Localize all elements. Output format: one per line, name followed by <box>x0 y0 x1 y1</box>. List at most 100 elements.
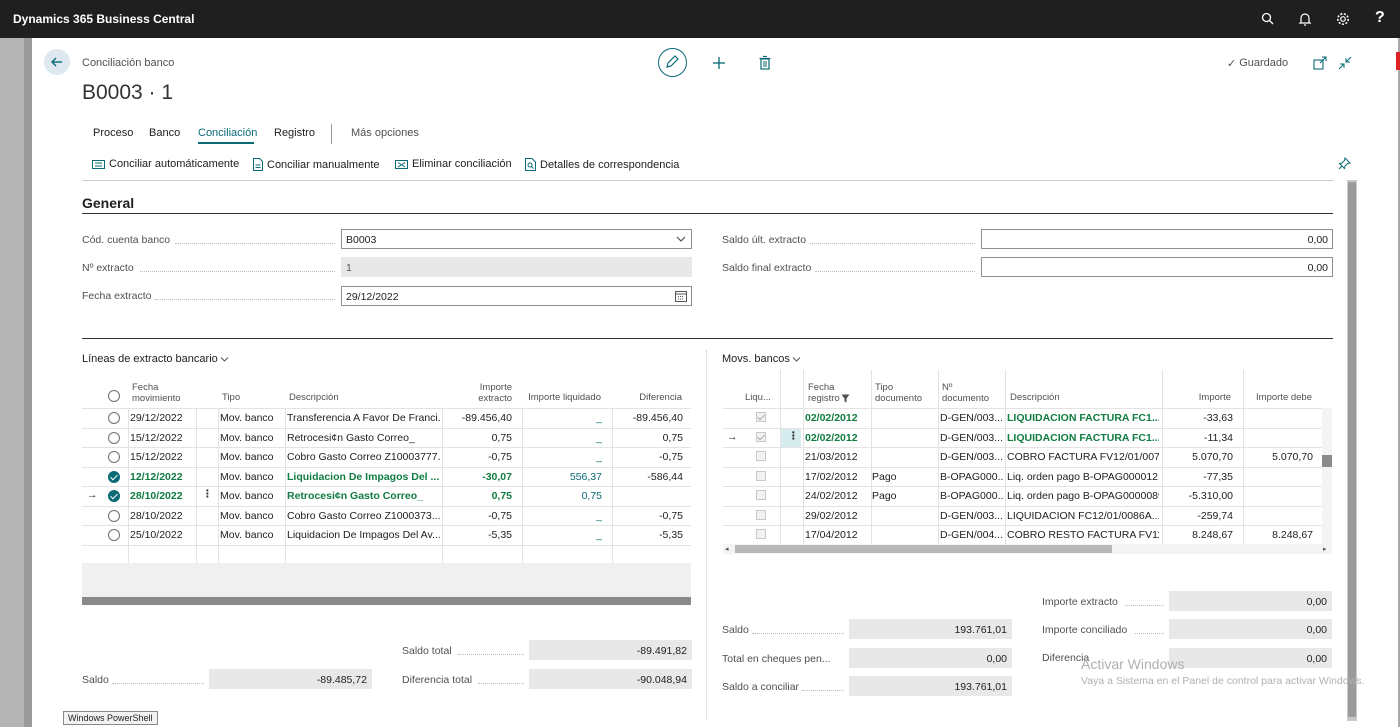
cell-n-documento[interactable]: D-GEN/003... <box>940 451 1004 463</box>
cell-descripcion[interactable]: COBRO FACTURA FV12/01/007 <box>1007 451 1159 463</box>
col-header-fecha[interactable]: Fecha movimiento <box>132 382 181 404</box>
row-liquidado-checkbox[interactable] <box>756 529 766 539</box>
col-header-descripcion-movs[interactable]: Descripción <box>1010 392 1060 403</box>
table-row[interactable]: 29/12/2022 Mov. banco Transferencia A Favo… <box>82 408 691 428</box>
cell-fecha[interactable]: 12/12/2022 <box>130 470 183 483</box>
cell-importe-extracto[interactable]: -0,75 <box>488 509 512 522</box>
search-icon[interactable] <box>1260 11 1276 27</box>
cell-tipo[interactable]: Mov. banco <box>220 431 274 444</box>
col-header-liquidado[interactable]: Liqu... <box>745 392 771 403</box>
row-select-radio[interactable] <box>108 451 120 463</box>
row-context-menu-icon[interactable]: ⋮ <box>202 488 213 500</box>
cell-importe-liquidado[interactable]: 556,37 <box>569 470 602 483</box>
cell-n-documento[interactable]: B-OPAG000... <box>940 470 1004 483</box>
cell-tipo[interactable]: Mov. banco <box>220 529 274 541</box>
col-header-tipo[interactable]: Tipo <box>222 392 241 403</box>
row-liquidado-checkbox[interactable] <box>756 412 766 422</box>
cell-descripcion[interactable]: Liq. orden pago B-OPAG0000121 <box>1007 470 1159 483</box>
col-header-descripcion[interactable]: Descripción <box>289 392 339 403</box>
select-all-lines-radio[interactable] <box>108 390 120 402</box>
cell-descripcion[interactable]: Liquidacion De Impagos Del Av... <box>287 529 440 541</box>
cell-diferencia[interactable]: -5,35 <box>659 529 683 541</box>
movs-horizontal-scroll-thumb[interactable] <box>735 545 1112 553</box>
cell-fecha-registro[interactable]: 21/03/2012 <box>805 451 858 463</box>
col-header-n-documento[interactable]: Nº documento <box>942 382 990 404</box>
page-vertical-scrollbar[interactable] <box>1347 180 1357 721</box>
saldo-final-extracto-input[interactable]: 0,00 <box>981 257 1333 277</box>
tab-registro[interactable]: Registro <box>274 127 315 139</box>
table-row[interactable]: → ⋮ 02/02/2012 D-GEN/003... LIQUIDACION FACT… <box>723 428 1322 448</box>
detalles-correspondencia-button[interactable]: Detalles de correspondencia <box>525 158 679 171</box>
scroll-right-arrow-icon[interactable]: ▸ <box>1323 546 1327 553</box>
table-row[interactable]: → 28/10/2022 ⋮ Mov. banco Retrocesi¢n Gasto … <box>82 486 691 506</box>
col-header-importe-extracto[interactable]: Importe extracto <box>478 382 512 404</box>
col-header-diferencia[interactable]: Diferencia <box>639 392 682 403</box>
table-row[interactable]: 21/03/2012 D-GEN/003... COBRO FACTURA FV12… <box>723 447 1322 467</box>
cell-importe-liquidado[interactable]: _ <box>596 529 602 541</box>
bell-icon[interactable] <box>1297 11 1313 27</box>
movs-horizontal-scrollbar[interactable]: ◂ ▸ <box>723 544 1332 554</box>
cell-tipo[interactable]: Mov. banco <box>220 470 274 483</box>
tab-proceso[interactable]: Proceso <box>93 127 134 139</box>
cell-importe[interactable]: 5.070,70 <box>1192 451 1233 463</box>
part-splitter[interactable] <box>706 350 707 720</box>
cell-importe-liquidado[interactable]: _ <box>596 451 602 463</box>
eliminar-conciliacion-button[interactable]: Eliminar conciliación <box>395 158 512 170</box>
row-select-radio[interactable] <box>108 470 120 483</box>
cuenta-banco-select[interactable]: B0003 <box>341 229 692 249</box>
cell-diferencia[interactable]: -0,75 <box>659 509 683 522</box>
row-liquidado-checkbox[interactable] <box>756 509 766 520</box>
row-liquidado-checkbox[interactable] <box>756 431 766 442</box>
filter-icon[interactable] <box>841 394 850 403</box>
conciliar-manualmente-button[interactable]: Conciliar manualmente <box>253 158 380 171</box>
cell-fecha-registro[interactable]: 24/02/2012 <box>805 490 858 502</box>
cell-fecha-registro[interactable]: 29/02/2012 <box>805 509 858 522</box>
table-row[interactable]: 17/04/2012 D-GEN/004... COBRO RESTO FACTUR… <box>723 525 1322 545</box>
row-select-radio[interactable] <box>108 412 120 424</box>
col-header-fecha-registro[interactable]: Fecha registro <box>808 382 840 404</box>
cell-descripcion[interactable]: Retrocesi¢n Gasto Correo_ <box>287 431 415 444</box>
cell-importe-extracto[interactable]: -30,07 <box>482 470 512 483</box>
cell-importe[interactable]: -259,74 <box>1197 509 1233 522</box>
cell-tipo[interactable]: Mov. banco <box>220 490 274 502</box>
calendar-icon[interactable] <box>675 290 687 302</box>
cell-n-documento[interactable]: D-GEN/003... <box>940 509 1004 522</box>
cell-descripcion[interactable]: LIQUIDACION FACTURA FC1... <box>1007 431 1159 444</box>
cell-descripcion[interactable]: Transferencia A Favor De Franci... <box>287 412 440 424</box>
row-select-radio[interactable] <box>108 529 120 541</box>
col-header-importe-liquidado[interactable]: Importe liquidado <box>528 392 601 403</box>
table-row[interactable]: 25/10/2022 Mov. banco Liquidacion De Impag… <box>82 525 691 545</box>
table-row[interactable]: 15/12/2022 Mov. banco Cobro Gasto Correo Z… <box>82 447 691 467</box>
cell-importe-liquidado[interactable]: _ <box>596 431 602 444</box>
cell-importe-liquidado[interactable]: _ <box>596 509 602 522</box>
cell-importe[interactable]: -33,63 <box>1203 412 1233 424</box>
page-scroll-thumb[interactable] <box>1348 182 1356 717</box>
row-select-radio[interactable] <box>108 431 120 444</box>
pin-actions-button[interactable] <box>1338 157 1351 170</box>
table-row[interactable]: 12/12/2022 Mov. banco Liquidacion De Impag… <box>82 467 691 487</box>
tab-banco[interactable]: Banco <box>149 127 181 139</box>
bank-lines-horizontal-scrollbar[interactable] <box>82 597 691 605</box>
cell-importe-debe[interactable]: 8.248,67 <box>1272 529 1313 541</box>
fecha-extracto-input[interactable]: 29/12/2022 <box>341 286 692 306</box>
cell-fecha[interactable]: 15/12/2022 <box>130 431 183 444</box>
collapse-button[interactable] <box>1338 56 1352 70</box>
cell-tipo-documento[interactable]: Pago <box>872 470 897 483</box>
table-row[interactable]: 24/02/2012 Pago B-OPAG000... Liq. orden pag… <box>723 486 1322 506</box>
table-row[interactable]: 17/02/2012 Pago B-OPAG000... Liq. orden pag… <box>723 467 1322 487</box>
cell-importe[interactable]: 8.248,67 <box>1192 529 1233 541</box>
cell-n-documento[interactable]: D-GEN/003... <box>940 412 1004 424</box>
cell-fecha[interactable]: 29/12/2022 <box>130 412 183 424</box>
cell-tipo-documento[interactable]: Pago <box>872 490 897 502</box>
cell-descripcion[interactable]: Retrocesi¢n Gasto Correo_ <box>287 490 423 502</box>
cell-importe[interactable]: -77,35 <box>1203 470 1233 483</box>
cell-diferencia[interactable]: -89.456,40 <box>632 412 683 424</box>
table-row[interactable]: 29/02/2012 D-GEN/003... LIQUIDACION FC12/0… <box>723 506 1322 526</box>
cell-descripcion[interactable]: Cobro Gasto Correo Z1000373... <box>287 509 440 522</box>
saldo-ult-extracto-input[interactable]: 0,00 <box>981 229 1333 249</box>
cell-descripcion[interactable]: LIQUIDACION FC12/01/0086A... <box>1007 509 1159 522</box>
row-select-radio[interactable] <box>108 509 120 522</box>
cell-fecha[interactable]: 25/10/2022 <box>130 529 183 541</box>
cell-diferencia[interactable]: -0,75 <box>659 451 683 463</box>
cell-descripcion[interactable]: LIQUIDACION FACTURA FC1... <box>1007 412 1159 424</box>
